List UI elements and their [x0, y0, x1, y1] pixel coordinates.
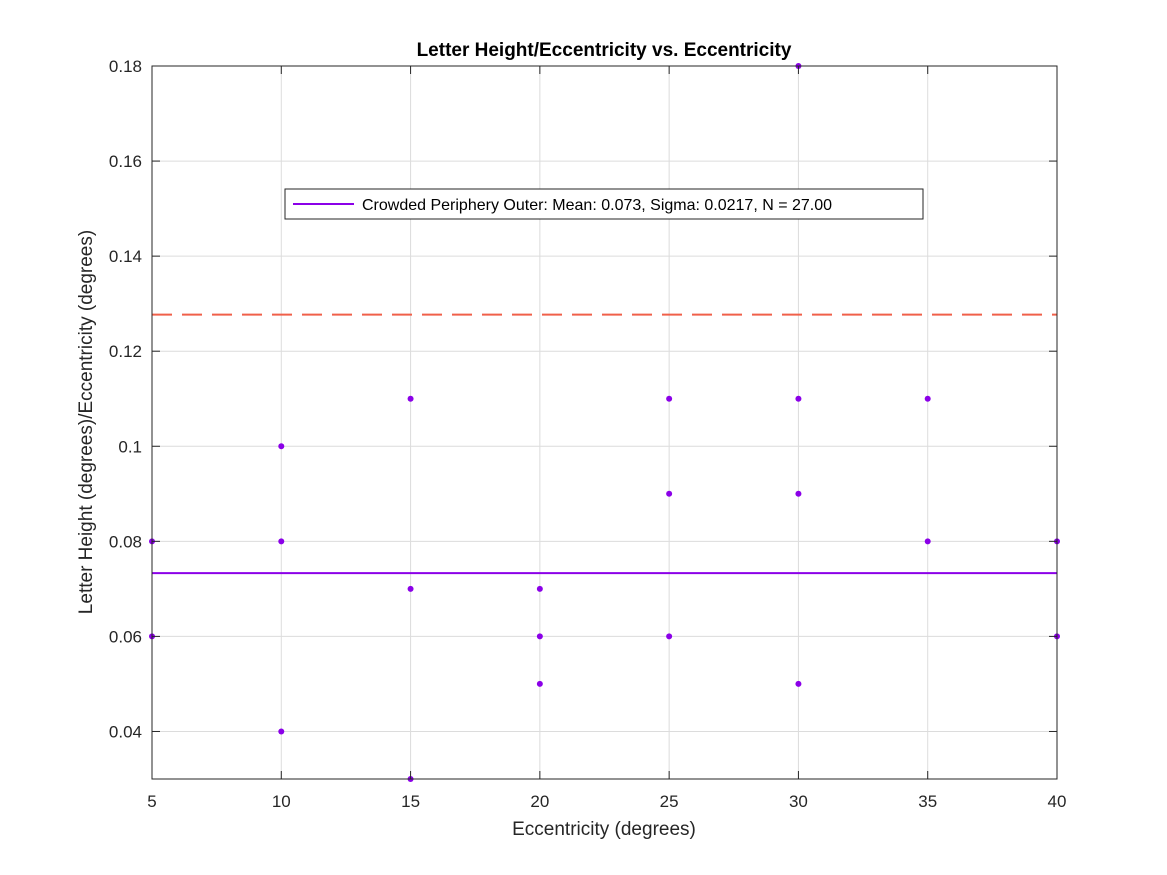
x-tick-label: 10 [272, 792, 291, 811]
data-point [666, 395, 673, 402]
plot-area [152, 66, 1057, 779]
data-point [666, 633, 673, 640]
x-tick-labels: 5 10 15 20 25 30 35 40 [147, 792, 1066, 811]
data-point [407, 585, 414, 592]
x-tick-label: 40 [1048, 792, 1067, 811]
data-point [924, 395, 931, 402]
legend: Crowded Periphery Outer: Mean: 0.073, Si… [284, 188, 924, 220]
y-axis-label: Letter Height (degrees)/Eccentricity (de… [76, 230, 97, 614]
x-tick-label: 20 [530, 792, 549, 811]
data-point [278, 728, 285, 735]
x-tick-label: 5 [147, 792, 156, 811]
y-tick-label: 0.04 [109, 722, 142, 741]
grid [151, 65, 1058, 779]
x-tick-label: 35 [918, 792, 937, 811]
legend-label: Crowded Periphery Outer: Mean: 0.073, Si… [362, 197, 832, 214]
y-tick-label: 0.14 [109, 247, 142, 266]
y-tick-label: 0.12 [109, 342, 142, 361]
y-tick-label: 0.08 [109, 532, 142, 551]
data-point [795, 490, 802, 497]
y-tick-label: 0.06 [109, 627, 142, 646]
data-point [666, 490, 673, 497]
data-points [149, 63, 1060, 782]
x-tick-label: 25 [660, 792, 679, 811]
data-point [407, 395, 414, 402]
y-tick-label: 0.16 [109, 152, 142, 171]
data-point [795, 395, 802, 402]
data-point [536, 633, 543, 640]
legend-box [284, 188, 924, 220]
data-point [536, 585, 543, 592]
data-point [278, 443, 285, 450]
plot-frame [151, 65, 1058, 780]
x-axis-label: Eccentricity (degrees) [512, 819, 696, 840]
axis-ticks [151, 65, 1058, 779]
x-tick-label: 15 [401, 792, 420, 811]
data-point [278, 538, 285, 545]
x-tick-label: 30 [789, 792, 808, 811]
data-point [924, 538, 931, 545]
y-tick-label: 0.1 [118, 437, 142, 456]
y-tick-labels: 0.04 0.06 0.08 0.1 0.12 0.14 0.16 0.18 [109, 57, 142, 741]
y-tick-label: 0.18 [109, 57, 142, 76]
data-point [795, 680, 802, 687]
data-point [536, 680, 543, 687]
chart-title: Letter Height/Eccentricity vs. Eccentric… [417, 40, 792, 61]
